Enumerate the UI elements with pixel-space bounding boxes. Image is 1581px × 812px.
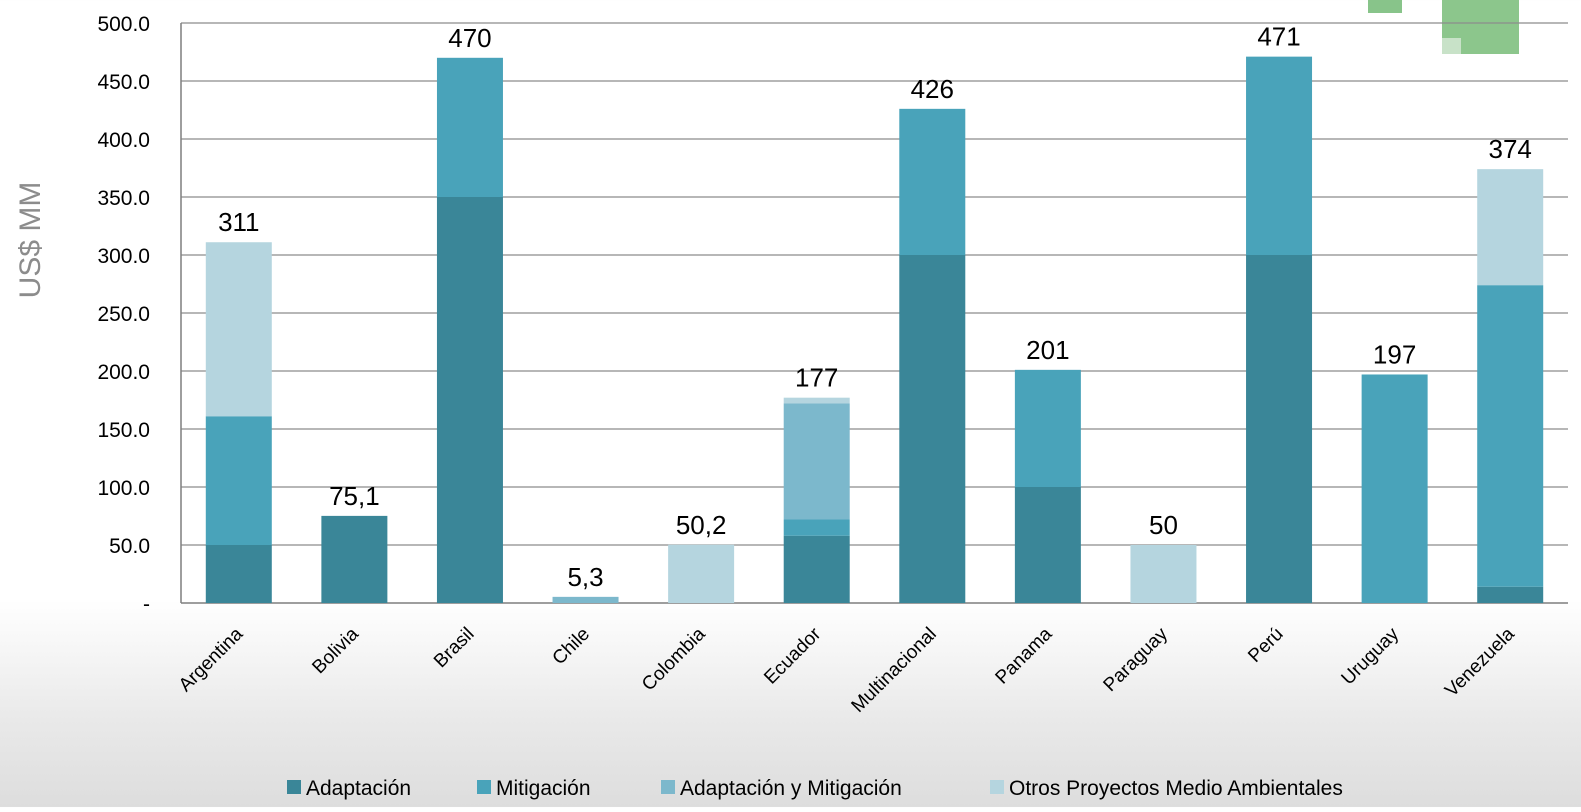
x-tick-label: Panama [992, 623, 1057, 688]
bar-segment [436, 57, 503, 197]
bar-segment [783, 397, 850, 404]
bar-segment [668, 544, 735, 603]
bar-segment [436, 197, 503, 603]
bar-segment [1014, 487, 1081, 603]
bar-segment [552, 596, 619, 603]
x-tick-label: Chile [549, 624, 594, 669]
bar-segment [783, 535, 850, 603]
legend-label: Otros Proyectos Medio Ambientales [1009, 777, 1343, 800]
bar-total-label: 426 [911, 74, 954, 104]
bars [205, 56, 1544, 603]
x-tick-label: Brasil [430, 624, 478, 672]
bar-total-label: 311 [218, 207, 259, 237]
y-tick-label: - [143, 593, 150, 616]
y-tick-label: 500.0 [97, 13, 150, 36]
x-tick-label: Perú [1244, 624, 1287, 667]
y-tick-label: 150.0 [97, 419, 150, 442]
grid-lines [181, 22, 1568, 546]
bar-segment [783, 519, 850, 536]
bar-total-label: 50,2 [676, 510, 727, 540]
bar-segment [899, 108, 966, 255]
y-tick-label: 400.0 [97, 129, 150, 152]
bar-segment [321, 515, 388, 603]
bar-total-label: 177 [795, 363, 838, 393]
bar-total-label: 5,3 [567, 562, 603, 592]
legend-swatch [477, 780, 491, 794]
bar-total-label: 197 [1373, 339, 1416, 369]
bar-segment [205, 416, 272, 545]
legend-swatch [990, 780, 1004, 794]
legend-label: Mitigación [496, 777, 591, 800]
bar-total-label: 75,1 [329, 481, 380, 511]
y-axis-label: US$ MM [14, 182, 47, 299]
bar-total-label: 470 [448, 23, 491, 53]
bar-segment [1361, 374, 1428, 603]
bar-total-label: 201 [1026, 335, 1069, 365]
x-tick-label: Uruguay [1338, 623, 1404, 689]
total-value-labels: 311 75,1 470 5,3 50,2 177 426 201 50 471 197 374 [218, 22, 1532, 592]
legend-swatch [661, 780, 675, 794]
bar-segment [1477, 586, 1544, 603]
y-tick-label: 300.0 [97, 245, 150, 268]
x-tick-label: Ecuador [760, 623, 825, 688]
x-tick-label: Multinacional [848, 624, 941, 717]
legend-label: Adaptación [306, 777, 411, 800]
bar-segment [205, 545, 272, 603]
bar-segment [1130, 545, 1197, 603]
y-tick-label: 100.0 [97, 477, 150, 500]
y-tick-labels: - 50.0 100.0 150.0 200.0 250.0 300.0 350.0 400.0… [97, 13, 150, 616]
x-tick-label: Argentina [175, 623, 248, 696]
x-tick-labels: Argentina Bolivia Brasil Chile Colombia Ecuad… [175, 623, 1519, 717]
y-tick-label: 450.0 [97, 71, 150, 94]
legend: Adaptación Mitigación Adaptación y Mitigac… [287, 777, 1343, 800]
bar-segment [205, 242, 272, 417]
bar-total-label: 471 [1257, 22, 1300, 52]
y-tick-label: 50.0 [109, 535, 150, 558]
bar-segment [783, 403, 850, 520]
x-tick-label: Colombia [638, 623, 710, 695]
x-tick-label: Paraguay [1100, 623, 1173, 696]
bar-segment [1477, 285, 1544, 587]
y-tick-label: 200.0 [97, 361, 150, 384]
decorative-green-shapes [1368, 0, 1519, 54]
bar-total-label: 374 [1489, 134, 1532, 164]
y-tick-label: 350.0 [97, 187, 150, 210]
axes [180, 23, 1568, 604]
x-tick-label: Venezuela [1441, 623, 1519, 701]
legend-label: Adaptación y Mitigación [680, 777, 902, 800]
bar-segment [1246, 56, 1313, 255]
bar-segment [899, 255, 966, 603]
bar-segment [1477, 169, 1544, 286]
bar-segment [1246, 255, 1313, 603]
bar-segment [1014, 369, 1081, 487]
bar-total-label: 50 [1149, 510, 1178, 540]
legend-swatch [287, 780, 301, 794]
y-tick-label: 250.0 [97, 303, 150, 326]
x-tick-label: Bolivia [308, 623, 363, 678]
